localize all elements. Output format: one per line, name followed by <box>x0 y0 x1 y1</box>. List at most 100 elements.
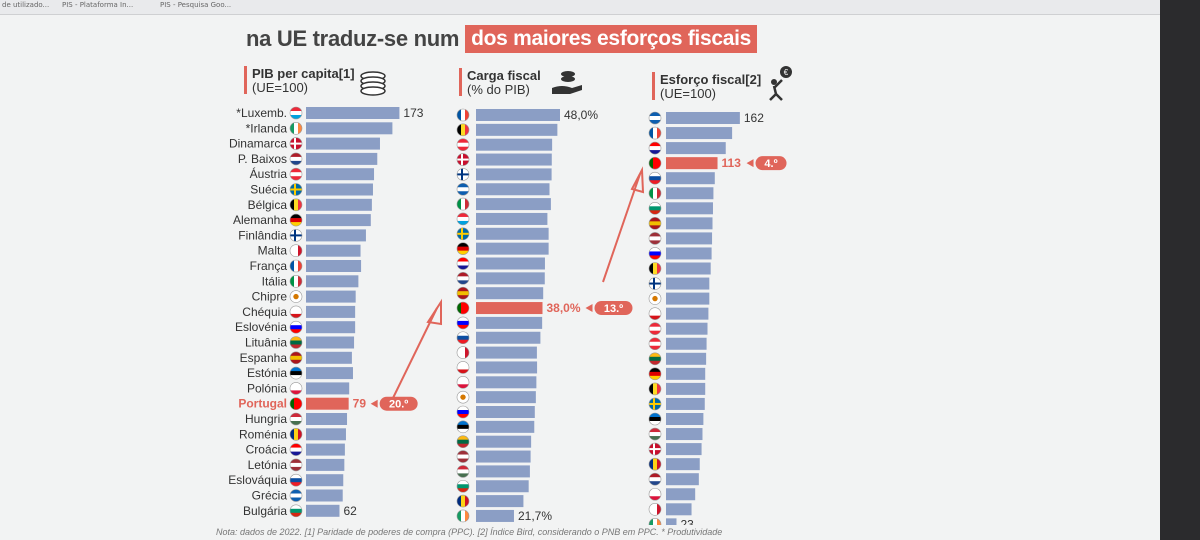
value-label-1-27: 21,7% <box>518 509 552 523</box>
bar-1-9 <box>476 242 549 255</box>
flag-0-5 <box>289 183 303 196</box>
flag-2-25 <box>648 487 662 501</box>
flag-0-14 <box>289 320 303 334</box>
flag-1-17 <box>456 361 470 374</box>
flag-1-12 <box>456 286 470 300</box>
bar-1-27 <box>476 509 514 522</box>
category-label-26: Bulgária <box>243 504 287 518</box>
flag-1-0 <box>456 108 470 122</box>
bar-2-11 <box>666 277 710 290</box>
bar-2-24 <box>666 473 699 486</box>
category-label-5: Suécia <box>250 183 287 197</box>
flag-2-1 <box>648 126 662 140</box>
bar-0-20 <box>306 413 348 425</box>
category-label-17: Estónia <box>247 366 287 380</box>
flag-0-8 <box>289 229 303 242</box>
flag-0-17 <box>289 366 303 380</box>
flag-2-3 <box>648 156 662 170</box>
panel1-title-text: PIB per capita[1] <box>252 66 355 81</box>
bar-2-4 <box>666 172 715 185</box>
flag-1-26 <box>456 494 470 508</box>
flag-0-21 <box>289 427 303 441</box>
bar-1-24 <box>476 465 530 478</box>
headline: na UE traduz-se num dos maiores esforços… <box>246 24 758 54</box>
bar-0-9 <box>306 244 361 257</box>
bar-1-0 <box>476 109 560 121</box>
flag-2-19 <box>648 397 662 411</box>
rank-arrow-0 <box>370 399 378 408</box>
value-label-0-19: 79 <box>353 397 367 411</box>
bar-2-12 <box>666 292 710 305</box>
flag-0-13 <box>289 305 303 319</box>
category-label-15: Lituânia <box>245 336 287 350</box>
flag-1-5 <box>456 182 470 196</box>
bar-2-23 <box>666 458 700 471</box>
bar-0-19 <box>306 397 349 410</box>
bar-0-17 <box>306 367 353 380</box>
bar-1-1 <box>476 123 558 136</box>
infographic-page <box>0 15 1160 540</box>
flag-2-9 <box>648 247 662 260</box>
flag-1-11 <box>456 272 470 285</box>
flag-0-19 <box>289 397 303 411</box>
bar-1-21 <box>476 420 535 433</box>
flag-0-3 <box>289 152 303 166</box>
flag-2-23 <box>648 457 662 471</box>
panel3-accent <box>652 72 655 100</box>
flag-2-6 <box>648 202 662 215</box>
monitor-bezel <box>1160 0 1200 540</box>
rank-pill-1 <box>594 301 633 316</box>
bookmark-1[interactable]: de utilizado... <box>2 1 50 9</box>
bar-2-26 <box>666 503 692 516</box>
panel3-title-text: Esforço fiscal[2] <box>660 72 762 87</box>
flag-2-17 <box>648 367 662 381</box>
bar-0-16 <box>306 351 352 364</box>
bar-0-15 <box>306 336 355 349</box>
flag-2-2 <box>648 141 662 155</box>
flag-2-24 <box>648 472 662 486</box>
category-label-18: Polónia <box>247 381 287 395</box>
bar-2-18 <box>666 382 706 395</box>
category-label-23: Letónia <box>248 458 288 472</box>
flag-1-10 <box>456 257 470 270</box>
arrow-portugal-2 <box>602 166 645 283</box>
flag-0-10 <box>289 259 303 273</box>
flag-2-14 <box>648 322 662 336</box>
bar-1-8 <box>476 227 549 240</box>
category-label-4: Áustria <box>250 166 288 181</box>
value-label-1-0: 48,0% <box>564 108 598 122</box>
hand-coins-icon <box>552 71 582 94</box>
bar-1-13 <box>476 302 543 315</box>
bar-2-6 <box>666 202 713 215</box>
category-label-25: Grécia <box>252 489 288 503</box>
value-label-2-0: 162 <box>744 111 764 125</box>
panel1-subtitle: (UE=100) <box>252 80 308 95</box>
bar-0-21 <box>306 428 346 441</box>
flag-2-27 <box>648 518 662 525</box>
bar-2-19 <box>666 397 705 410</box>
bar-0-18 <box>306 382 350 395</box>
bar-1-10 <box>476 257 545 270</box>
footnote: Nota: dados de 2022. [1] Paridade de pod… <box>216 527 723 537</box>
bar-1-7 <box>476 212 548 225</box>
bar-1-26 <box>476 495 524 508</box>
category-label-14: Eslovénia <box>235 320 287 334</box>
bar-2-17 <box>666 367 706 380</box>
flag-2-7 <box>648 217 662 230</box>
flag-1-20 <box>456 405 470 419</box>
bar-0-0 <box>306 107 400 119</box>
bar-0-3 <box>306 152 378 165</box>
rank-pill-0 <box>379 396 418 411</box>
flag-0-23 <box>289 458 303 472</box>
flag-0-7 <box>289 213 303 227</box>
flag-2-10 <box>648 262 662 275</box>
flag-1-3 <box>456 153 470 166</box>
bookmark-3[interactable]: PIS - Pesquisa Goo... <box>160 1 232 9</box>
bar-1-2 <box>476 138 553 151</box>
panel2-title-text: Carga fiscal <box>467 68 541 83</box>
bar-0-14 <box>306 321 356 334</box>
bar-2-7 <box>666 217 713 230</box>
flag-1-21 <box>456 420 470 434</box>
flag-2-18 <box>648 382 662 396</box>
bookmark-2[interactable]: PIS - Plataforma In... <box>62 1 134 9</box>
